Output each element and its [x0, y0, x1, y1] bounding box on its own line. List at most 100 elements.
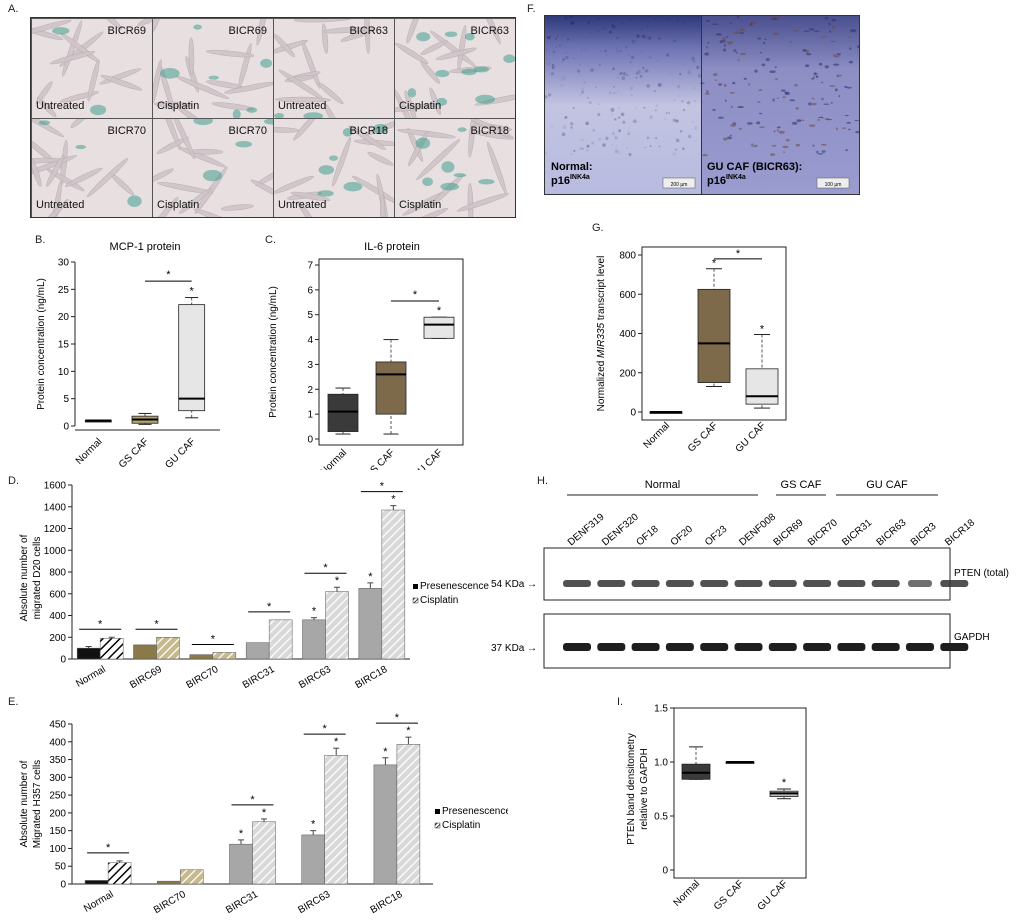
band-pten	[871, 580, 900, 587]
micrograph-bicr63-untreated: BICR63 Untreated	[273, 18, 395, 119]
y-axis-title: Protein concentration (ng/mL)	[36, 278, 47, 410]
legend-label-cisplatin: Cisplatin	[420, 595, 458, 606]
x-category-label: BIRC70	[185, 664, 221, 691]
panel-label-b: B.	[35, 234, 46, 246]
ihc-micrograph-panel: 200 µm 100 µm Normal: p16INK4a GU CAF (B…	[544, 15, 860, 195]
sig-star: *	[335, 575, 340, 587]
bar-cisplatin-normal	[107, 862, 132, 885]
micrograph-bicr70-untreated: BICR70 Untreated	[31, 117, 153, 217]
y-tick-label: 150	[49, 826, 66, 837]
box-gu-caf	[423, 316, 455, 339]
y-tick-label: 450	[49, 720, 66, 731]
marker-54kda: 54 KDa →	[491, 579, 537, 590]
bar-presenescence-normal	[76, 647, 101, 660]
x-category-label: Normal	[82, 889, 115, 915]
y-tick-label: 1.5	[654, 704, 668, 715]
y-axis-title: Normalized MIR335 transcript level	[596, 256, 607, 412]
bar-presenescence-birc31	[229, 843, 253, 885]
bar-presenescence-birc69	[133, 644, 157, 660]
micrograph-bicr18-cisplatin: BICR18 Cisplatin	[394, 117, 515, 217]
sig-star: *	[437, 305, 442, 317]
lane-label-bicr70: BICR70	[806, 517, 840, 548]
band-gapdh	[700, 643, 729, 651]
x-category-label: BIRC31	[224, 889, 260, 915]
x-category-label: Normal	[672, 878, 703, 909]
bar-cisplatin-birc18	[381, 509, 406, 660]
y-tick-label: 0	[60, 655, 66, 666]
bar-cisplatin-birc31	[252, 821, 276, 885]
y-tick-label: 20	[58, 312, 70, 323]
micrograph-treatment-label: Untreated	[278, 99, 327, 112]
x-category-label: BIRC18	[369, 889, 405, 915]
x-category-label: GU CAF	[411, 447, 445, 470]
blot-label-pten: PTEN (total)	[954, 568, 1009, 579]
y-axis-title: Protein concentration (ng/mL)	[268, 286, 279, 418]
y-tick-label: 350	[49, 755, 66, 766]
sig-star: *	[98, 618, 103, 630]
sig-star: *	[267, 601, 272, 613]
sig-star: *	[166, 269, 171, 281]
band-pten	[803, 580, 832, 587]
chart-d20-migration: 0 200 400 600 800 1000 1200 1400 1600 * Normal * BIR…	[19, 481, 489, 692]
y-tick-label: 5	[63, 394, 69, 405]
blot-group-label: GS CAF	[781, 479, 822, 491]
x-category-label: Normal	[319, 447, 350, 470]
y-tick-label: 25	[58, 285, 70, 296]
x-category-label: GU CAF	[163, 436, 197, 470]
band-gapdh	[665, 643, 694, 651]
scale-bar-left-label: 200 µm	[671, 182, 688, 188]
sig-star: *	[311, 819, 316, 831]
micrograph-treatment-label: Cisplatin	[157, 199, 200, 211]
y-tick-label: 7	[307, 261, 313, 272]
x-category-label: BIRC63	[297, 664, 333, 691]
scale-bar-right-label: 100 µm	[825, 182, 842, 188]
ihc-images: 200 µm 100 µm Normal: p16INK4a GU CAF (B…	[545, 16, 859, 194]
y-tick-label: 6	[307, 285, 313, 296]
x-category-label: Normal	[74, 436, 105, 467]
y-tick-label: 250	[49, 791, 66, 802]
sig-star: *	[413, 289, 418, 301]
y-tick-label: 1.0	[654, 758, 668, 769]
lane-label-denf319: DENF319	[566, 511, 607, 548]
y-tick-label: 50	[55, 862, 67, 873]
sig-star: *	[368, 571, 373, 583]
lane-label-bicr18: BICR18	[943, 517, 977, 548]
y-tick-label: 0.5	[654, 812, 668, 823]
micrograph-treatment-label: Untreated	[36, 199, 85, 211]
chart-title: IL-6 protein	[364, 241, 420, 253]
panel-label-a: A.	[8, 3, 19, 15]
band-gapdh	[563, 643, 591, 651]
lane-label-of18: OF18	[634, 524, 661, 549]
y-tick-label: 400	[49, 737, 66, 748]
y-tick-label: 30	[58, 258, 70, 269]
micrograph-treatment-label: Cisplatin	[399, 199, 442, 211]
micrograph-line-label: BICR70	[107, 124, 146, 137]
box-gu-caf	[745, 368, 779, 405]
band-pten	[631, 580, 660, 587]
legend-label-presenescence: Presenescence	[420, 581, 489, 592]
micrograph-line-label: BICR63	[349, 25, 388, 37]
sig-star: *	[154, 618, 159, 630]
x-category-label: GS CAF	[117, 436, 151, 470]
y-tick-label: 0	[630, 408, 636, 419]
y-tick-label: 400	[49, 611, 66, 622]
band-pten	[665, 580, 694, 587]
sig-star: *	[406, 725, 411, 737]
micrograph-line-label: BICR70	[228, 124, 267, 137]
micrograph-line-label: BICR18	[349, 124, 388, 137]
sig-star: *	[391, 494, 396, 506]
band-gapdh	[837, 643, 866, 651]
bar-presenescence-birc18	[373, 764, 398, 885]
y-tick-label: 800	[49, 568, 66, 579]
sig-star: *	[395, 712, 400, 724]
sig-star: *	[262, 807, 267, 819]
ihc-right-title: GU CAF (BICR63):	[707, 161, 802, 173]
sig-star: *	[736, 248, 741, 260]
legend-swatch-cisplatin	[412, 597, 419, 604]
bar-presenescence-birc63	[301, 834, 325, 885]
bar-cisplatin-birc18	[396, 744, 421, 885]
marker-37kda: 37 KDa →	[491, 643, 537, 654]
cell-texture	[395, 18, 515, 118]
y-tick-label: 10	[58, 367, 70, 378]
lane-label-denf008: DENF008	[737, 511, 778, 548]
